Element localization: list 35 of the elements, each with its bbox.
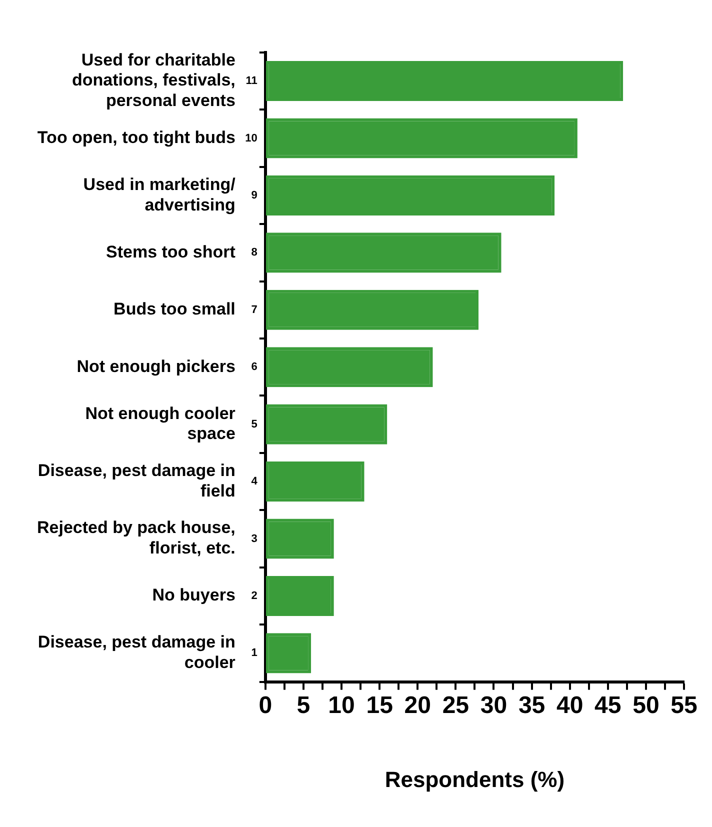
text: 3 — [251, 532, 258, 545]
x-tick-label: 10 — [328, 692, 355, 719]
y-tick-label: Rejected by pack house, florist, etc. — [37, 518, 236, 558]
x-tick-label: 50 — [632, 692, 660, 719]
x-tick-label: 35 — [518, 692, 546, 719]
x-tick-label: 20 — [404, 692, 431, 719]
y-tick-label: Stems too short — [106, 242, 236, 262]
y-tick-label: Not enough pickers — [76, 356, 236, 376]
y-tick-label: Used for charitable donations, festivals, personal events — [72, 50, 236, 110]
x-tick-label: 40 — [556, 692, 584, 719]
y-tick-label: Disease, pest damage in field — [38, 461, 236, 500]
text: 9 — [251, 189, 258, 202]
text: 4 — [251, 476, 258, 488]
x-tick-label: 45 — [594, 692, 622, 719]
x-tick-label: 15 — [366, 692, 393, 719]
text: 7 — [251, 304, 258, 316]
x-tick-label: 5 — [296, 692, 310, 719]
text: 5 — [251, 418, 258, 430]
x-tick-label: 0 — [258, 692, 272, 719]
text: 8 — [251, 246, 258, 259]
y-tick-label: Disease, pest damage in cooler — [38, 632, 236, 672]
text: 1 — [251, 647, 258, 660]
x-tick-label: 30 — [480, 692, 508, 719]
x-axis-title: Respondents (%) — [384, 766, 565, 792]
text: 11 — [246, 75, 258, 88]
text: 2 — [251, 590, 258, 602]
text: 10 — [245, 132, 258, 144]
y-tick-label: Used in marketing/ advertising — [83, 174, 236, 214]
text: 6 — [251, 361, 258, 374]
y-tick-label: No buyers — [152, 586, 236, 605]
y-tick-label: Not enough cooler space — [85, 404, 236, 444]
y-tick-label: Buds too small — [114, 300, 236, 319]
x-tick-label: 55 — [670, 692, 698, 719]
y-tick-label: Too open, too tight buds — [37, 128, 236, 147]
x-tick-label: 25 — [442, 692, 470, 719]
